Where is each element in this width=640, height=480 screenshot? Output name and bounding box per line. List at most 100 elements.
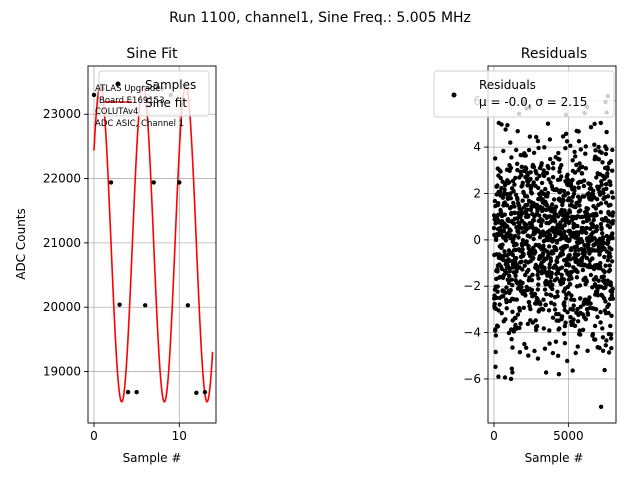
residual-point — [508, 228, 513, 233]
residual-point — [599, 150, 604, 155]
residual-point — [598, 210, 603, 215]
residual-point — [599, 226, 604, 232]
residual-point — [497, 302, 502, 307]
residual-point — [601, 240, 607, 246]
residual-point — [508, 233, 514, 238]
residual-point — [557, 169, 562, 174]
residual-point — [607, 225, 613, 230]
residual-point — [531, 255, 536, 261]
residual-outlier-point — [508, 376, 514, 382]
residual-point — [531, 236, 536, 242]
residual-point — [569, 199, 574, 204]
residual-point — [533, 318, 538, 323]
residual-point — [531, 180, 536, 185]
residual-point — [604, 146, 609, 152]
residual-point — [509, 277, 514, 282]
residual-point — [553, 233, 558, 239]
residual-point — [495, 289, 500, 294]
residual-point — [518, 169, 523, 174]
residual-point — [493, 349, 498, 355]
residual-point — [565, 310, 570, 315]
residual-point — [594, 213, 599, 218]
residual-point — [608, 323, 613, 329]
residual-point — [608, 283, 613, 288]
residual-point — [516, 235, 521, 240]
residual-point — [495, 284, 500, 289]
residual-point — [527, 134, 533, 139]
residual-point — [512, 182, 517, 187]
residual-point — [562, 208, 567, 213]
residual-point — [540, 206, 545, 211]
residual-point — [575, 223, 580, 229]
residual-point — [594, 224, 599, 229]
residual-point — [540, 218, 545, 223]
residual-point — [565, 182, 570, 188]
residual-point — [519, 259, 524, 264]
residual-point — [494, 295, 499, 300]
residual-point — [610, 218, 616, 224]
residual-point — [539, 271, 545, 276]
sample-point — [202, 389, 208, 395]
sine-fit-x-tick-label: 0 — [90, 429, 98, 443]
sample-point — [134, 389, 139, 395]
residual-point — [506, 218, 511, 224]
residual-point — [610, 195, 616, 200]
residual-point — [573, 248, 578, 253]
residual-point — [531, 218, 536, 223]
residual-point — [588, 125, 594, 130]
residual-point — [508, 140, 513, 145]
residual-point — [578, 147, 583, 152]
residual-point — [602, 269, 607, 275]
residual-point — [522, 341, 527, 347]
residual-point — [600, 348, 606, 353]
residual-point — [568, 315, 573, 320]
residual-point — [606, 310, 611, 316]
residual-point — [510, 370, 515, 375]
residuals-y-ticks: −6−4−20246 — [463, 94, 488, 386]
sine-fit-y-tick-label: 22000 — [43, 172, 81, 186]
residual-point — [528, 176, 533, 182]
residual-point — [545, 121, 551, 126]
residual-point — [515, 161, 520, 166]
residual-point — [571, 191, 577, 196]
residuals-y-tick-label: 0 — [473, 233, 481, 247]
residual-point — [609, 259, 615, 264]
annotation-line-3: COLUTAv4 — [95, 107, 138, 117]
residuals-y-tick-label: 4 — [473, 140, 481, 154]
residual-point — [542, 287, 548, 292]
residual-point — [534, 202, 540, 208]
residual-point — [557, 157, 562, 162]
residual-point — [536, 185, 541, 191]
residual-point — [562, 303, 567, 309]
residual-point — [606, 240, 611, 245]
residual-point — [574, 275, 580, 280]
residual-point — [598, 309, 603, 315]
residual-point — [586, 243, 591, 248]
residual-point — [565, 214, 571, 220]
residuals-y-tick-label: 2 — [473, 187, 481, 201]
residual-point — [556, 372, 562, 377]
legend-fit-label: Sine fit — [145, 96, 187, 110]
residual-point — [544, 292, 549, 297]
residuals-x-label: Sample # — [525, 451, 584, 465]
residual-point — [607, 263, 612, 268]
residual-point — [580, 327, 586, 332]
residual-point — [531, 150, 537, 155]
residual-outlier-point — [598, 404, 604, 409]
residual-point — [598, 260, 603, 266]
residual-point — [610, 168, 615, 173]
residual-point — [541, 297, 546, 302]
residual-point — [570, 368, 575, 373]
residual-point — [509, 366, 514, 371]
residual-point — [562, 223, 567, 228]
residual-point — [498, 169, 503, 174]
residual-point — [607, 251, 612, 256]
residual-point — [549, 300, 554, 305]
residual-point — [512, 210, 517, 215]
residual-point — [521, 305, 526, 310]
residual-point — [496, 212, 501, 217]
residual-point — [525, 173, 530, 178]
sine-fit-x-tick-label: 10 — [172, 429, 187, 443]
residual-point — [523, 153, 528, 158]
